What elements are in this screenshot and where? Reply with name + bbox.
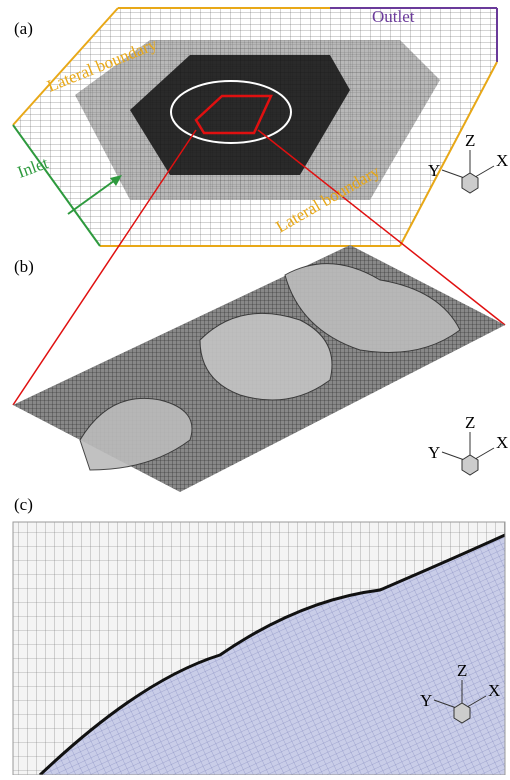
panel-label: (c) xyxy=(14,495,33,514)
axis-label: Z xyxy=(457,661,467,680)
axis-label: Z xyxy=(465,413,475,432)
axis-label: Y xyxy=(420,691,432,710)
panel-label: (b) xyxy=(14,257,34,276)
axis-glyph xyxy=(454,703,470,723)
axis-label: X xyxy=(488,681,500,700)
boundary-label: Outlet xyxy=(372,7,415,26)
figure: (a) Lateral boundary Outlet Inlet Latera… xyxy=(0,0,510,775)
axis-label: Y xyxy=(428,161,440,180)
axis-label: Z xyxy=(465,131,475,150)
axis-glyph xyxy=(462,455,478,475)
panel-c: (c) xyxy=(13,495,505,775)
axis-label: X xyxy=(496,151,508,170)
axis-glyph xyxy=(462,173,478,193)
boundary-label: Inlet xyxy=(15,153,51,182)
panel-label: (a) xyxy=(14,19,33,38)
axis-label: X xyxy=(496,433,508,452)
axis-label: Y xyxy=(428,443,440,462)
